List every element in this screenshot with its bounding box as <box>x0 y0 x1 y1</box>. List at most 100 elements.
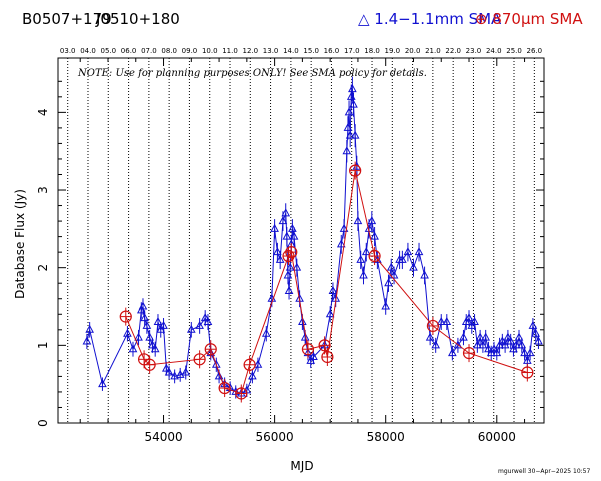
data-point-1mm <box>517 340 527 349</box>
data-point-1mm <box>282 231 292 240</box>
data-point-1mm <box>431 340 441 349</box>
top-year-label: 14.0 <box>283 47 299 55</box>
data-point-1mm <box>140 313 149 322</box>
x-tick-label: 58000 <box>367 430 405 444</box>
top-year-label: 19.0 <box>385 47 401 55</box>
data-point-1mm <box>270 223 279 232</box>
data-point-1mm <box>145 332 154 341</box>
data-point-1mm <box>531 328 541 337</box>
y-tick-label: 3 <box>36 186 50 194</box>
data-point-1mm <box>420 270 429 279</box>
data-point-1mm <box>359 270 368 279</box>
data-point-1mm <box>381 301 391 310</box>
x-tick-label: 56000 <box>256 430 294 444</box>
data-point-1mm <box>534 336 543 345</box>
top-year-label: 11.0 <box>222 47 238 55</box>
data-point-1mm <box>328 285 338 294</box>
series-870 <box>119 161 534 403</box>
top-year-label: 08.0 <box>161 47 177 55</box>
y-tick-label: 1 <box>36 342 50 350</box>
data-point-1mm <box>500 340 510 349</box>
top-year-label: 03.0 <box>60 47 76 55</box>
data-point-1mm <box>489 344 499 353</box>
data-point-1mm <box>442 316 452 326</box>
top-year-label: 22.0 <box>445 47 461 55</box>
data-point-1mm <box>514 332 524 341</box>
data-point-1mm <box>306 355 316 364</box>
data-point-1mm <box>82 336 92 345</box>
data-point-1mm <box>195 320 204 329</box>
data-point-1mm <box>511 340 521 349</box>
data-point-1mm <box>339 223 349 232</box>
data-point-1mm <box>470 316 479 326</box>
data-point-1mm <box>448 348 457 357</box>
data-point-1mm <box>509 344 518 353</box>
data-point-1mm <box>436 316 446 326</box>
data-point-1mm <box>459 332 468 341</box>
data-point-1mm <box>503 332 513 341</box>
y-tick-label: 0 <box>36 419 50 427</box>
data-point-1mm <box>484 344 493 353</box>
data-point-1mm <box>498 336 507 345</box>
top-year-label: 06.0 <box>121 47 137 55</box>
plot-axes <box>57 57 545 424</box>
data-point-1mm <box>128 344 138 353</box>
data-point-1mm <box>123 328 132 337</box>
data-point-1mm <box>156 324 166 333</box>
data-point-1mm <box>273 247 282 256</box>
data-point-1mm <box>298 316 307 326</box>
tick-labels: 54000 56000 58000 60000 0 1 2 3 4 <box>36 109 516 444</box>
top-year-label: 10.0 <box>202 47 218 55</box>
data-point-1mm <box>520 348 529 357</box>
data-point-1mm <box>478 340 488 349</box>
data-point-1mm <box>425 332 435 341</box>
data-point-1mm <box>85 324 94 333</box>
data-point-1mm <box>506 336 516 345</box>
data-point-1mm <box>403 247 413 256</box>
data-point-1mm <box>170 371 179 380</box>
data-point-1mm <box>475 332 485 341</box>
data-point-1mm <box>349 99 358 108</box>
data-point-1mm <box>353 216 363 225</box>
x-tick-label: 60000 <box>478 430 516 444</box>
top-year-label: 05.0 <box>101 47 117 55</box>
data-point-1mm <box>284 285 294 294</box>
data-point-1mm <box>409 262 418 271</box>
data-point-1mm <box>214 371 224 380</box>
x-tick-label: 54000 <box>144 430 182 444</box>
data-point-1mm <box>386 262 396 271</box>
data-point-1mm <box>300 332 310 341</box>
data-point-1mm <box>481 332 491 341</box>
data-point-1mm <box>467 320 477 329</box>
data-point-1mm <box>336 239 346 248</box>
data-point-1mm <box>159 320 168 329</box>
data-point-1mm <box>486 348 496 357</box>
axis-ticks <box>58 58 544 424</box>
data-point-1mm <box>398 254 407 263</box>
data-point-1mm <box>473 340 482 349</box>
top-year-label: 21.0 <box>425 47 441 55</box>
top-year-label: 13.0 <box>263 47 279 55</box>
top-year-label: 07.0 <box>141 47 157 55</box>
top-year-label: 04.0 <box>80 47 96 55</box>
top-year-label: 17.0 <box>344 47 360 55</box>
y-tick-label: 2 <box>36 264 50 272</box>
data-point-1mm <box>275 254 285 263</box>
data-point-1mm <box>461 316 471 326</box>
plot-frame <box>57 57 545 424</box>
data-point-1mm <box>161 363 171 372</box>
data-point-1mm <box>325 309 335 318</box>
data-point-1mm <box>492 348 502 357</box>
credit-stamp: mgurwell 30−Apr−2025 10:57 <box>498 468 591 475</box>
data-point-1mm <box>150 344 160 353</box>
series-870-line <box>125 170 528 395</box>
y-tick-label: 4 <box>36 109 50 117</box>
planning-note: NOTE: Use for planning purposes ONLY! Se… <box>77 68 427 79</box>
data-point-1mm <box>384 278 393 287</box>
data-point-1mm <box>464 313 474 322</box>
data-point-1mm <box>164 367 174 376</box>
data-point-1mm <box>186 324 196 333</box>
top-year-label: 25.0 <box>506 47 522 55</box>
data-point-1mm <box>281 208 291 217</box>
